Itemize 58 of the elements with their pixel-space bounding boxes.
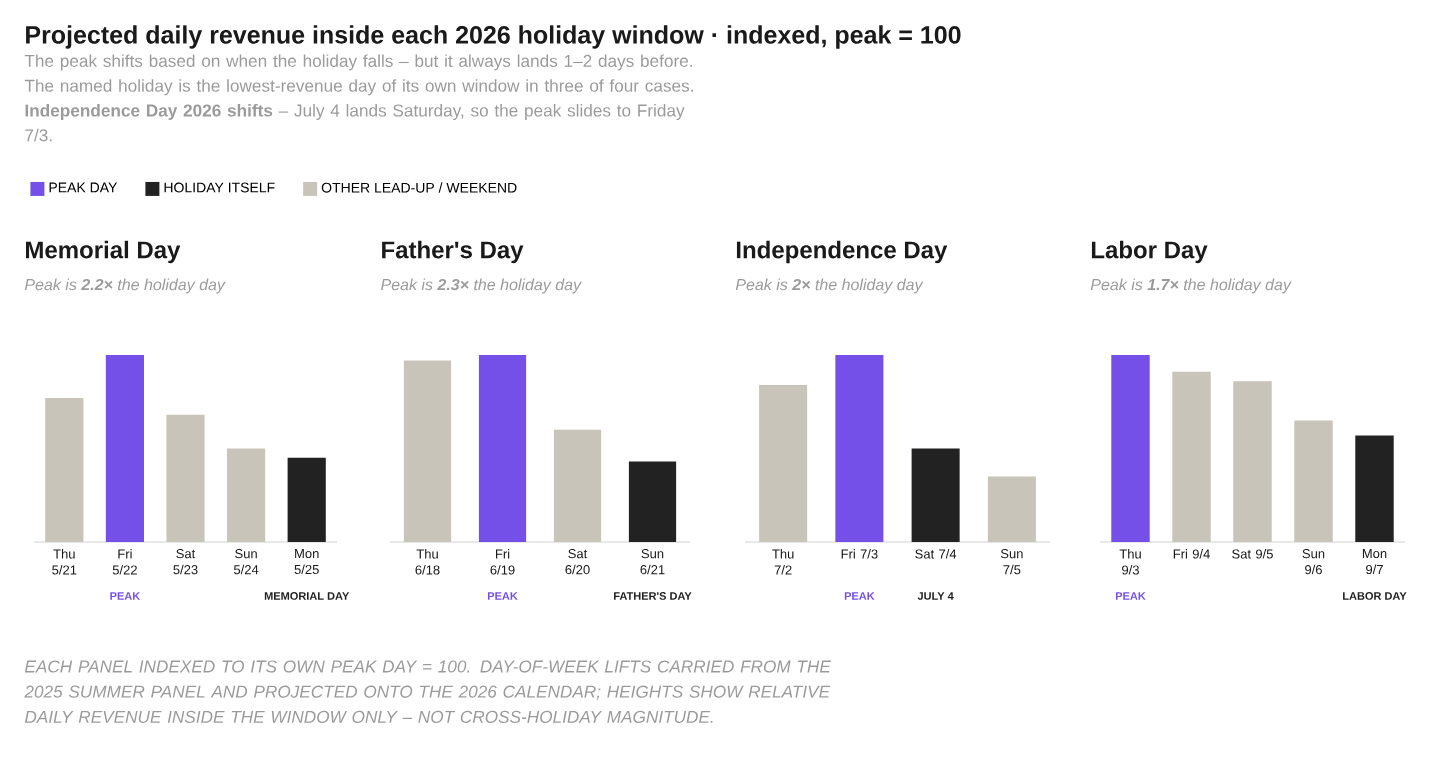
text: PEAK <box>110 592 141 600</box>
text: MEMORIAL DAY <box>264 592 350 600</box>
bar <box>403 360 452 542</box>
bar <box>759 384 808 542</box>
bar <box>628 461 677 542</box>
text: LABOR DAY <box>1343 592 1407 600</box>
x-tick-label: Mon 5/25 <box>294 549 319 575</box>
text: The peak shifts based on when the holiday falls – but it always lands 1–2 days before. The named holiday is the lowest-revenue day of its own window in three of four cases. Independence Day 2026 shifts – July 4 lands Saturday, so the peak slides to Friday 7/3. <box>24 54 693 142</box>
chart-subtitle: Peak is 2.3× the holiday day <box>381 278 582 294</box>
bar <box>987 476 1036 542</box>
chart-title: Father's Day <box>382 240 524 264</box>
chart-title: Memorial Day <box>26 240 181 264</box>
text: Projected daily revenue inside each 2026 holiday window · indexed, peak = 100 <box>26 25 961 49</box>
bar <box>911 448 960 542</box>
bar <box>227 448 266 542</box>
legend-label: PEAK DAY <box>49 182 118 193</box>
legend-label: OTHER LEAD-UP / WEEKEND <box>321 182 517 193</box>
bar <box>1294 420 1333 542</box>
x-tick-label: Sun 6/21 <box>640 549 665 575</box>
chart-title: Independence Day <box>736 240 948 264</box>
x-tick-label: Fri 6/19 <box>490 549 515 575</box>
legend-label: HOLIDAY ITSELF <box>164 182 275 193</box>
x-tick-label: Thu 5/21 <box>52 549 77 575</box>
bar <box>553 429 602 542</box>
bar <box>1355 435 1394 542</box>
bar <box>478 354 527 542</box>
chart-title: Labor Day <box>1091 240 1208 264</box>
x-tick-label: Sat 9/5 <box>1232 549 1273 559</box>
chart-subtitle: Peak is 2.2× the holiday day <box>24 278 226 294</box>
x-tick-label: Sat 7/4 <box>915 549 957 559</box>
x-tick-label: Thu 9/3 <box>1119 549 1141 575</box>
x-tick-label: Fri 7/3 <box>841 549 878 559</box>
text: PEAK <box>844 592 875 600</box>
text: PEAK <box>487 592 518 600</box>
x-tick-label: Sat 6/20 <box>565 549 590 575</box>
bar <box>1172 371 1211 542</box>
bar <box>835 354 884 542</box>
bar <box>105 354 144 542</box>
bar <box>166 414 205 542</box>
bar <box>1111 354 1150 542</box>
x-tick-label: Thu 6/18 <box>415 549 440 575</box>
chart-subtitle: Peak is 2× the holiday day <box>735 278 924 294</box>
x-tick-label: Fri 5/22 <box>112 549 137 575</box>
chart-subtitle: Peak is 1.7× the holiday day <box>1090 278 1292 294</box>
text: PEAK <box>1115 592 1146 600</box>
text: EACH PANEL INDEXED TO ITS OWN PEAK DAY = 100. DAY-OF-WEEK LIFTS CARRIED FROM THE 2025 SUMMER PANEL AND PROJECTED ONTO THE 2026 CALENDAR; HEIGHTS SHOW RELATIVE DAILY REVENUE INSIDE THE WINDOW ONLY – NOT CROSS-HOLIDAY MAGNITUDE. <box>24 660 831 723</box>
bar <box>287 457 326 542</box>
x-tick-label: Sun 7/5 <box>1000 549 1023 575</box>
bar <box>45 398 84 542</box>
x-tick-label: Fri 9/4 <box>1173 549 1210 559</box>
x-tick-label: Mon 9/7 <box>1362 549 1387 575</box>
text: FATHER'S DAY <box>614 592 692 600</box>
x-tick-label: Sun 5/24 <box>233 549 259 575</box>
x-tick-label: Thu 7/2 <box>772 549 794 575</box>
x-tick-label: Sun 9/6 <box>1302 549 1325 575</box>
text: JULY 4 <box>917 592 954 600</box>
bar <box>1233 381 1272 542</box>
x-tick-label: Sat 5/23 <box>173 549 198 575</box>
